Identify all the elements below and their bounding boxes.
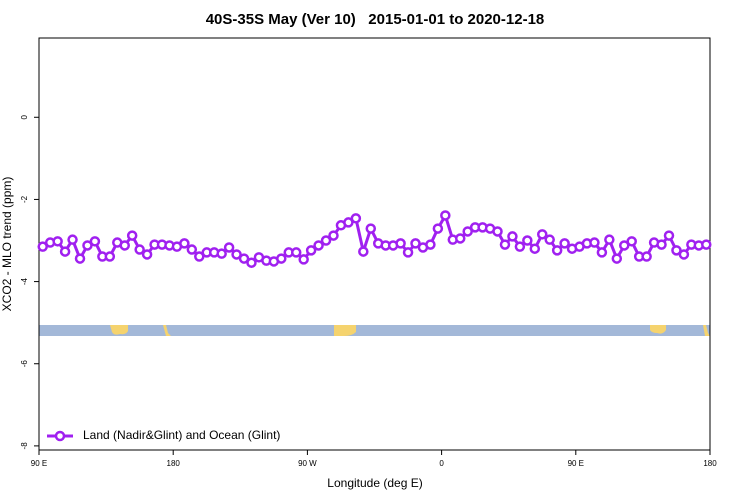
y-tick-label: 0 [20, 115, 29, 120]
ocean-band [39, 325, 710, 336]
data-point [507, 231, 518, 242]
data-point [246, 257, 257, 268]
land [703, 325, 710, 336]
legend-label: Land (Nadir&Glint) and Ocean (Glint) [83, 428, 280, 442]
land [110, 325, 128, 335]
data-point [537, 229, 548, 240]
data-point [350, 213, 362, 224]
data-point [313, 240, 324, 251]
data-point [425, 239, 436, 250]
data-point [559, 238, 570, 249]
data-point [365, 223, 377, 234]
data-point [238, 253, 250, 264]
x-tick-label: 90 E [568, 459, 584, 468]
data-point [82, 240, 93, 251]
data-point [454, 233, 466, 244]
data-point [499, 239, 511, 250]
data-point [179, 238, 190, 249]
data-point [216, 248, 227, 259]
data-point [328, 230, 339, 241]
data-point [641, 251, 652, 262]
data-point [305, 245, 317, 256]
data-point [492, 226, 503, 237]
data-point [89, 236, 101, 247]
data-point [194, 251, 205, 262]
data-point [626, 236, 637, 247]
data-point [596, 247, 608, 258]
data-point [231, 249, 242, 260]
data-point [663, 230, 675, 241]
data-point [410, 238, 421, 249]
data-point [589, 237, 600, 248]
data-point [671, 245, 682, 256]
data-point [298, 254, 309, 265]
data-point [223, 242, 235, 253]
data-point [656, 239, 667, 250]
data-point [529, 243, 541, 254]
data-point [395, 238, 406, 249]
data-point [514, 241, 526, 252]
land [334, 325, 356, 336]
data-point [544, 234, 555, 245]
land [163, 325, 171, 336]
data-point [59, 246, 71, 257]
chart-title: 40S-35S May (Ver 10) 2015-01-01 to 2020-… [206, 11, 545, 28]
data-point [290, 247, 302, 258]
data-point [440, 210, 451, 221]
x-tick-label: 90 W [298, 459, 317, 468]
data-point [358, 246, 369, 257]
data-point [678, 249, 690, 260]
y-tick-label: -8 [20, 442, 29, 450]
data-point [126, 230, 138, 241]
y-axis-label: XCO2 - MLO trend (ppm) [0, 177, 14, 312]
data-point [74, 253, 86, 264]
data-point [67, 234, 78, 245]
data-point [619, 240, 630, 251]
y-tick-label: -2 [20, 195, 29, 203]
land-ocean-strip [39, 325, 710, 336]
data-point [186, 244, 198, 255]
y-tick-label: -4 [20, 277, 29, 285]
data-point [276, 253, 287, 264]
x-tick-label: 180 [167, 459, 181, 468]
data-point [52, 236, 63, 247]
data-point [134, 244, 145, 255]
data-point [119, 240, 130, 251]
data-point [611, 253, 623, 264]
data-point [701, 239, 712, 250]
legend-marker [54, 430, 66, 442]
land [650, 325, 666, 334]
data-point [320, 235, 332, 246]
x-tick-label: 180 [703, 459, 717, 468]
data-point [432, 223, 444, 234]
data-point [141, 249, 153, 260]
y-tick-label: -6 [20, 360, 29, 368]
data-point [522, 235, 533, 246]
data-point [604, 234, 615, 245]
data-point [104, 251, 116, 262]
x-tick-label: 0 [439, 459, 444, 468]
data-point [343, 217, 354, 228]
x-axis-label: Longitude (deg E) [327, 476, 422, 490]
data-point [551, 245, 563, 256]
x-tick-label: 90 E [31, 459, 47, 468]
data-point [462, 226, 473, 237]
data-point [37, 241, 48, 252]
data-point [402, 247, 414, 258]
